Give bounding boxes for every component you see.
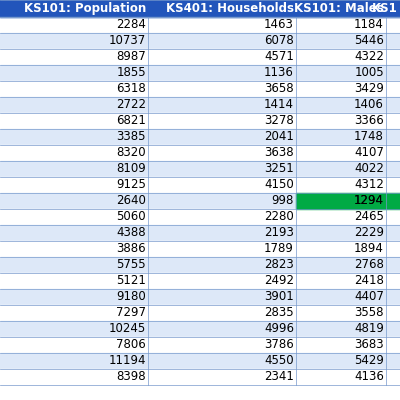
- Text: 5429: 5429: [354, 354, 384, 368]
- Text: 3366: 3366: [354, 114, 384, 128]
- Bar: [0, 321, 400, 337]
- Bar: [0, 97, 400, 113]
- Bar: [0, 273, 400, 289]
- Text: 6318: 6318: [116, 82, 146, 96]
- Text: 3278: 3278: [264, 114, 294, 128]
- Bar: [0, 0, 400, 17]
- Text: 2280: 2280: [264, 210, 294, 224]
- Text: 7297: 7297: [116, 306, 146, 320]
- Text: 3886: 3886: [116, 242, 146, 256]
- Bar: [0, 81, 400, 97]
- Text: 11194: 11194: [108, 354, 146, 368]
- Text: 2193: 2193: [264, 226, 294, 240]
- Text: KS101: Males: KS101: Males: [294, 2, 384, 15]
- Text: 5755: 5755: [116, 258, 146, 272]
- Text: 8109: 8109: [116, 162, 146, 176]
- Bar: [0, 209, 400, 225]
- Text: 4996: 4996: [264, 322, 294, 336]
- Bar: [296, 193, 400, 209]
- Text: 4322: 4322: [354, 50, 384, 64]
- Text: 4136: 4136: [354, 370, 384, 384]
- Text: 4388: 4388: [116, 226, 146, 240]
- Bar: [0, 161, 400, 177]
- Text: 3638: 3638: [264, 146, 294, 160]
- Text: 1894: 1894: [354, 242, 384, 256]
- Bar: [0, 49, 400, 65]
- Text: 3251: 3251: [264, 162, 294, 176]
- Bar: [0, 353, 400, 369]
- Text: 8320: 8320: [116, 146, 146, 160]
- Bar: [0, 177, 400, 193]
- Text: 1855: 1855: [116, 66, 146, 80]
- Text: 3385: 3385: [116, 130, 146, 144]
- Bar: [0, 129, 400, 145]
- Text: 1294: 1294: [354, 194, 384, 208]
- Text: 5060: 5060: [116, 210, 146, 224]
- Text: 10245: 10245: [109, 322, 146, 336]
- Text: KS1: KS1: [372, 2, 398, 15]
- Text: 2640: 2640: [116, 194, 146, 208]
- Text: 4571: 4571: [264, 50, 294, 64]
- Text: 1406: 1406: [354, 98, 384, 112]
- Text: 3901: 3901: [264, 290, 294, 304]
- Text: 5121: 5121: [116, 274, 146, 288]
- Bar: [0, 33, 400, 49]
- Bar: [0, 193, 400, 209]
- Bar: [0, 65, 400, 81]
- Text: 2229: 2229: [354, 226, 384, 240]
- Text: 1789: 1789: [264, 242, 294, 256]
- Text: 3429: 3429: [354, 82, 384, 96]
- Bar: [0, 289, 400, 305]
- Bar: [0, 17, 400, 33]
- Text: 5446: 5446: [354, 34, 384, 48]
- Text: 3786: 3786: [264, 338, 294, 352]
- Text: 1184: 1184: [354, 18, 384, 32]
- Text: 8987: 8987: [116, 50, 146, 64]
- Text: 9180: 9180: [116, 290, 146, 304]
- Text: 4022: 4022: [354, 162, 384, 176]
- Bar: [0, 145, 400, 161]
- Bar: [0, 369, 400, 385]
- Text: 2722: 2722: [116, 98, 146, 112]
- Text: 7806: 7806: [116, 338, 146, 352]
- Text: 1463: 1463: [264, 18, 294, 32]
- Text: 4312: 4312: [354, 178, 384, 192]
- Text: 3658: 3658: [264, 82, 294, 96]
- Text: 8398: 8398: [116, 370, 146, 384]
- Bar: [0, 305, 400, 321]
- Text: 2835: 2835: [264, 306, 294, 320]
- Bar: [0, 113, 400, 129]
- Text: 3558: 3558: [354, 306, 384, 320]
- Text: 1136: 1136: [264, 66, 294, 80]
- Text: 6078: 6078: [264, 34, 294, 48]
- Text: 2341: 2341: [264, 370, 294, 384]
- Text: KS101: Population: KS101: Population: [24, 2, 146, 15]
- Text: 4407: 4407: [354, 290, 384, 304]
- Text: 2418: 2418: [354, 274, 384, 288]
- Text: 2492: 2492: [264, 274, 294, 288]
- Text: 4150: 4150: [264, 178, 294, 192]
- Text: 4550: 4550: [264, 354, 294, 368]
- Text: 6821: 6821: [116, 114, 146, 128]
- Text: 4107: 4107: [354, 146, 384, 160]
- Text: 3683: 3683: [354, 338, 384, 352]
- Text: 4819: 4819: [354, 322, 384, 336]
- Text: 1414: 1414: [264, 98, 294, 112]
- Text: 998: 998: [272, 194, 294, 208]
- Text: 1005: 1005: [354, 66, 384, 80]
- Bar: [0, 225, 400, 241]
- Text: 2284: 2284: [116, 18, 146, 32]
- Bar: [0, 257, 400, 273]
- Bar: [0, 337, 400, 353]
- Text: 10737: 10737: [109, 34, 146, 48]
- Text: 2465: 2465: [354, 210, 384, 224]
- Text: KS401: Households: KS401: Households: [166, 2, 294, 15]
- Text: 9125: 9125: [116, 178, 146, 192]
- Text: 1748: 1748: [354, 130, 384, 144]
- Text: 2041: 2041: [264, 130, 294, 144]
- Text: 1294: 1294: [354, 194, 384, 208]
- Bar: [0, 241, 400, 257]
- Text: 2768: 2768: [354, 258, 384, 272]
- Text: 2823: 2823: [264, 258, 294, 272]
